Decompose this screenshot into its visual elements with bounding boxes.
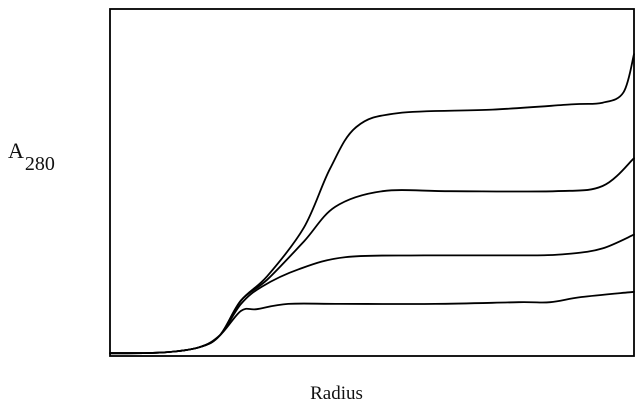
series-line-4 bbox=[109, 53, 635, 355]
y-axis-label: A280 bbox=[8, 138, 55, 175]
series-line-2 bbox=[109, 233, 635, 355]
y-axis-label-subscript: 280 bbox=[24, 153, 55, 175]
series-group bbox=[109, 53, 635, 355]
y-axis-label-main: A bbox=[8, 138, 24, 163]
x-axis-label: Radius bbox=[310, 383, 363, 404]
series-line-1 bbox=[109, 290, 635, 355]
plot-frame bbox=[109, 8, 635, 357]
